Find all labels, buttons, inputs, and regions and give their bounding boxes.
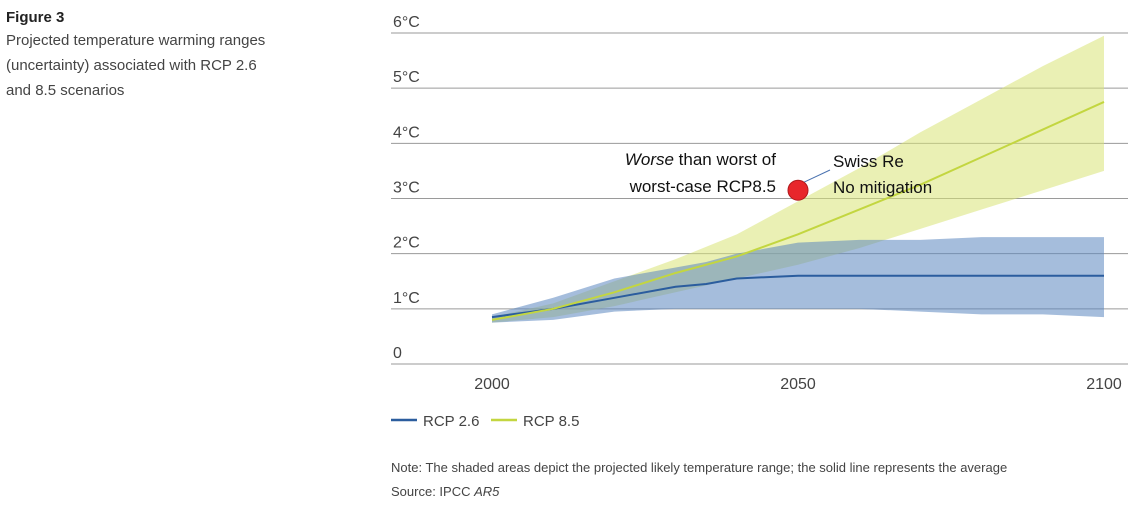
chart-note: Note: The shaded areas depict the projec… <box>391 456 1007 504</box>
band-rcp-8-5 <box>492 35 1104 323</box>
x-tick-label: 2050 <box>780 376 816 393</box>
y-tick-label: 6°C <box>393 14 420 31</box>
y-tick-label: 5°C <box>393 69 420 86</box>
annotations: Worse than worst of worst-case RCP8.5 Swis… <box>625 150 932 201</box>
figure-caption: Figure 3 Projected temperature warming r… <box>6 8 336 103</box>
x-tick-label: 2000 <box>474 376 510 393</box>
line-rcp-2-6 <box>491 274 1104 319</box>
figure-label: Figure 3 <box>6 9 65 26</box>
legend-label: RCP 8.5 <box>523 413 579 430</box>
band-rcp-2-6 <box>492 237 1104 323</box>
y-tick-label: 3°C <box>393 180 420 197</box>
figure-description-line-3: and 8.5 scenarios <box>6 82 125 99</box>
source-line: Source: IPCC AR5 <box>391 480 1007 504</box>
annotation-swiss-re-line: Swiss Re <box>833 152 904 171</box>
y-tick-label: 4°C <box>393 124 420 141</box>
x-axis-ticks: 2000 2050 2100 <box>474 376 1122 393</box>
annotation-worse-line: worst-case RCP8.5 <box>629 177 776 196</box>
mean-lines <box>491 101 1105 321</box>
figure-description-line-1: Projected temperature warming ranges <box>6 32 266 49</box>
swiss-re-marker <box>787 179 809 201</box>
y-axis-ticks: 0 1°C 2°C 3°C 4°C 5°C 6°C <box>393 14 420 362</box>
annotation-swiss-re-line: No mitigation <box>833 178 932 197</box>
annotation-leader-line <box>803 169 831 183</box>
figure-description-line-2: (uncertainty) associated with RCP 2.6 <box>6 57 257 74</box>
source-italic: AR5 <box>474 484 500 499</box>
legend-label: RCP 2.6 <box>423 413 479 430</box>
annotation-worse-line: Worse than worst of <box>625 150 776 169</box>
legend: RCP 2.6 RCP 8.5 <box>391 413 579 430</box>
range-bands <box>492 35 1104 323</box>
y-tick-label: 2°C <box>393 235 420 252</box>
source-prefix: Source: IPCC <box>391 484 475 499</box>
y-tick-label: 0 <box>393 345 402 362</box>
note-text: Note: The shaded areas depict the projec… <box>391 460 1008 475</box>
line-rcp-8-5 <box>491 101 1105 321</box>
x-tick-label: 2100 <box>1086 376 1122 393</box>
y-tick-label: 1°C <box>393 290 420 307</box>
